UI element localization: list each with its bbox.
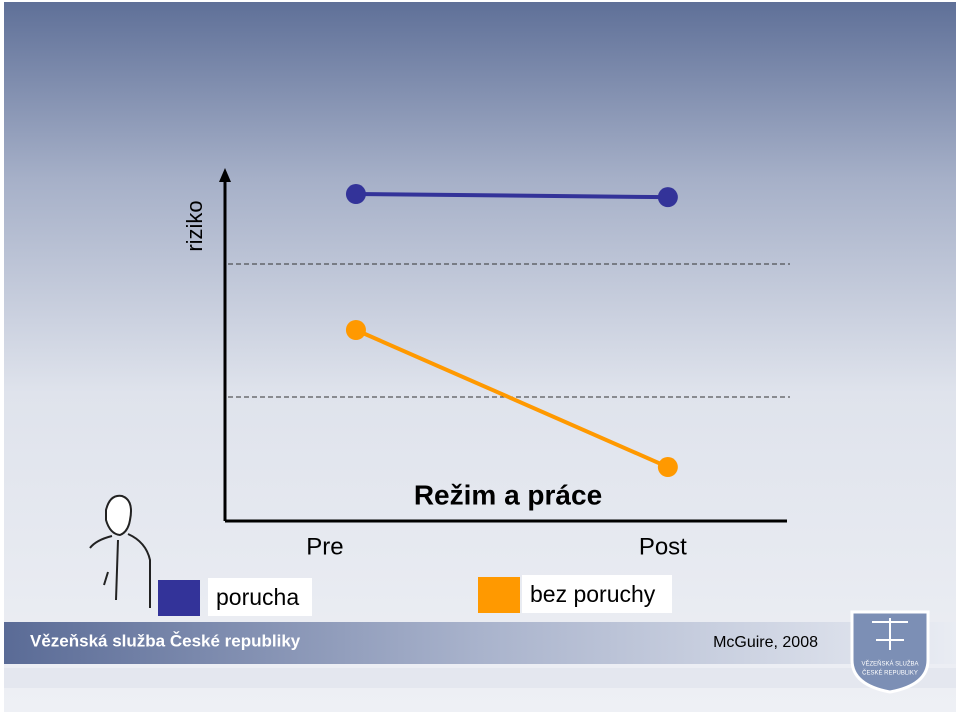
organization: Vězeňská služba České republiky	[30, 631, 301, 650]
series-line	[355, 328, 669, 469]
figure-illustration	[89, 494, 151, 608]
data-point	[345, 320, 366, 341]
series-line	[355, 192, 668, 200]
data-point	[657, 457, 678, 478]
data-point	[657, 187, 678, 208]
legend-label-box	[208, 578, 312, 616]
legend-label: porucha	[216, 584, 299, 610]
x-axis-label: Režim a práce	[414, 479, 602, 510]
data-point	[345, 184, 366, 205]
logo-text: ČESKÉ REPUBLIKY	[862, 670, 918, 677]
legend-label: bez poruchy	[530, 581, 656, 607]
footer-band-light	[4, 668, 956, 688]
x-tick-label: Pre	[306, 533, 343, 560]
x-tick-label: Post	[639, 533, 687, 560]
legend-label-box	[522, 575, 672, 613]
legend-swatch	[478, 577, 520, 613]
logo: VĚZEŇSKÁ SLUŽBA ČESKÉ REPUBLIKY	[850, 610, 930, 694]
y-axis-label: riziko	[182, 200, 207, 251]
logo-text: VĚZEŇSKÁ SLUŽBA	[861, 660, 918, 668]
legend-swatch	[158, 580, 200, 616]
y-axis-arrow	[219, 168, 231, 182]
citation: McGuire, 2008	[713, 634, 818, 651]
footer-band	[4, 622, 956, 664]
